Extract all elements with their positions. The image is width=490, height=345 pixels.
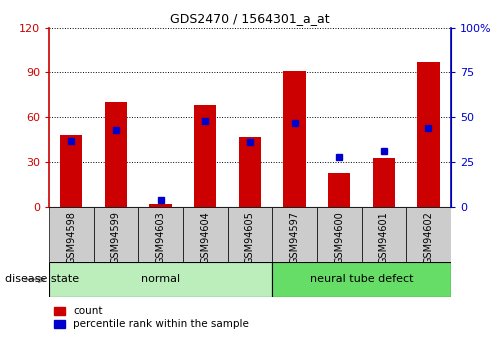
Text: normal: normal — [141, 275, 180, 284]
Bar — [272, 262, 451, 297]
Bar — [194, 105, 217, 207]
Text: disease state: disease state — [5, 275, 79, 284]
Bar — [149, 204, 172, 207]
Bar — [362, 207, 406, 262]
Bar — [406, 207, 451, 262]
Bar — [239, 137, 261, 207]
Bar — [49, 262, 272, 297]
Bar — [328, 172, 350, 207]
Text: GSM94600: GSM94600 — [334, 211, 344, 264]
Text: GSM94601: GSM94601 — [379, 211, 389, 264]
Legend: count, percentile rank within the sample: count, percentile rank within the sample — [54, 306, 249, 329]
Text: GSM94602: GSM94602 — [423, 211, 434, 264]
Bar — [138, 207, 183, 262]
Text: GSM94597: GSM94597 — [290, 211, 299, 264]
Text: neural tube defect: neural tube defect — [310, 275, 413, 284]
Bar — [60, 135, 82, 207]
Bar — [283, 71, 306, 207]
Bar — [227, 207, 272, 262]
Text: GSM94603: GSM94603 — [156, 211, 166, 264]
Text: GSM94599: GSM94599 — [111, 211, 121, 264]
Title: GDS2470 / 1564301_a_at: GDS2470 / 1564301_a_at — [170, 12, 330, 25]
Text: GSM94605: GSM94605 — [245, 211, 255, 264]
Bar — [105, 102, 127, 207]
Bar — [373, 158, 395, 207]
Bar — [49, 207, 94, 262]
Bar — [317, 207, 362, 262]
Text: GSM94598: GSM94598 — [66, 211, 76, 264]
Bar — [94, 207, 138, 262]
Bar — [272, 207, 317, 262]
Bar — [417, 62, 440, 207]
Bar — [183, 207, 227, 262]
Text: GSM94604: GSM94604 — [200, 211, 210, 264]
